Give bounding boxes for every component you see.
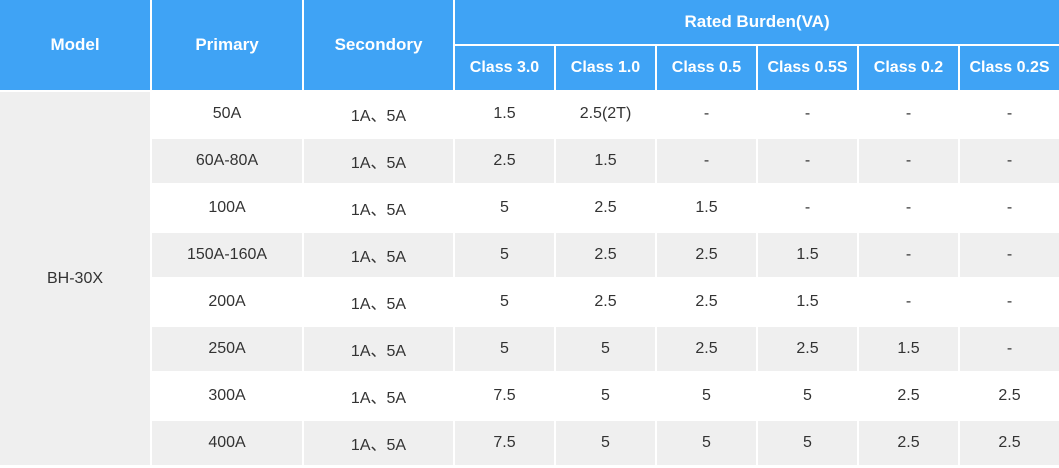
burden-cell: 5 xyxy=(757,372,859,421)
burden-cell: - xyxy=(959,184,1059,233)
burden-cell: 2.5 xyxy=(555,231,657,280)
table-row: 100A 1A、5A 5 2.5 1.5- - - xyxy=(0,184,1059,233)
burden-cell: - xyxy=(959,91,1059,139)
model-cell: BH-30X xyxy=(0,91,152,468)
burden-cell: - xyxy=(757,137,859,186)
header-class-1-0: Class 1.0 xyxy=(555,45,657,92)
burden-cell: 2.5 xyxy=(555,184,657,233)
burden-cell: 1.5 xyxy=(454,91,556,139)
table-row: BH-30X 50A 1A、5A 1.5 2.5(2T) - - - - xyxy=(0,91,1059,468)
burden-cell: 5 xyxy=(656,372,758,421)
burden-cell: - xyxy=(959,325,1059,374)
burden-cell: 5 xyxy=(454,184,556,233)
burden-cell: - xyxy=(858,184,960,233)
secondary-cell: 1A、5A xyxy=(303,419,455,468)
burden-cell: 5 xyxy=(555,419,657,468)
table-row: 300A 1A、5A 7.5 5 5 5 2.5 2.5 xyxy=(0,372,1059,421)
burden-cell: 2.5(2T) xyxy=(555,91,657,139)
header-primary: Primary xyxy=(151,0,304,92)
burden-cell: - xyxy=(959,278,1059,327)
primary-cell: 250A xyxy=(151,325,304,374)
table-row: 150A-160A 1A、5A 5 2.5 2.5 1.5- - xyxy=(0,231,1059,280)
burden-cell: 2.5 xyxy=(959,419,1059,468)
secondary-cell: 1A、5A xyxy=(303,325,455,374)
table-row: 400A 1A、5A 7.5 5 5 5 2.5 2.5 xyxy=(0,419,1059,468)
burden-cell: 5 xyxy=(454,325,556,374)
burden-cell: - xyxy=(959,231,1059,280)
table-header: Model Primary Secondory Rated Burden(VA)… xyxy=(0,0,1059,92)
header-model: Model xyxy=(0,0,152,92)
burden-cell: 2.5 xyxy=(959,372,1059,421)
burden-cell: 2.5 xyxy=(656,278,758,327)
burden-cell: 2.5 xyxy=(757,325,859,374)
table-row: 250A 1A、5A 5 5 2.5 2.5 1.5- xyxy=(0,325,1059,374)
burden-cell: 1.5 xyxy=(757,278,859,327)
secondary-cell: 1A、5A xyxy=(303,137,455,186)
table-body: BH-30X 50A 1A、5A 1.5 2.5(2T) - - - -60A-80A 1A、5A… xyxy=(0,91,1059,468)
burden-cell: 5 xyxy=(757,419,859,468)
burden-cell: - xyxy=(959,137,1059,186)
burden-cell: 1.5 xyxy=(757,231,859,280)
secondary-cell: 1A、5A xyxy=(303,278,455,327)
burden-cell: 5 xyxy=(656,419,758,468)
primary-cell: 200A xyxy=(151,278,304,327)
table-row: 60A-80A 1A、5A 2.5 1.5- - - - xyxy=(0,137,1059,186)
burden-cell: - xyxy=(858,278,960,327)
burden-cell: - xyxy=(858,91,960,139)
burden-cell: 2.5 xyxy=(454,137,556,186)
secondary-cell: 1A、5A xyxy=(303,372,455,421)
burden-cell: - xyxy=(858,137,960,186)
header-class-3-0: Class 3.0 xyxy=(454,45,556,92)
burden-cell: - xyxy=(858,231,960,280)
header-rated-burden: Rated Burden(VA) xyxy=(454,0,1059,46)
primary-cell: 150A-160A xyxy=(151,231,304,280)
burden-cell: - xyxy=(757,184,859,233)
burden-cell: 5 xyxy=(555,325,657,374)
primary-cell: 400A xyxy=(151,419,304,468)
burden-cell: 1.5 xyxy=(555,137,657,186)
primary-cell: 50A xyxy=(151,91,304,139)
header-class-0-5s: Class 0.5S xyxy=(757,45,859,92)
burden-cell: 7.5 xyxy=(454,372,556,421)
burden-cell: 5 xyxy=(454,278,556,327)
burden-cell: 2.5 xyxy=(555,278,657,327)
header-secondary: Secondory xyxy=(303,0,455,92)
primary-cell: 60A-80A xyxy=(151,137,304,186)
burden-cell: 2.5 xyxy=(858,372,960,421)
header-class-0-2s: Class 0.2S xyxy=(959,45,1059,92)
burden-cell: 1.5 xyxy=(656,184,758,233)
burden-cell: - xyxy=(656,91,758,139)
secondary-cell: 1A、5A xyxy=(303,91,455,139)
header-class-0-2: Class 0.2 xyxy=(858,45,960,92)
burden-cell: 2.5 xyxy=(656,231,758,280)
burden-cell: - xyxy=(757,91,859,139)
burden-cell: 5 xyxy=(555,372,657,421)
burden-cell: - xyxy=(656,137,758,186)
burden-cell: 2.5 xyxy=(858,419,960,468)
header-class-0-5: Class 0.5 xyxy=(656,45,758,92)
primary-cell: 100A xyxy=(151,184,304,233)
burden-cell: 2.5 xyxy=(656,325,758,374)
secondary-cell: 1A、5A xyxy=(303,231,455,280)
burden-cell: 7.5 xyxy=(454,419,556,468)
burden-cell: 1.5 xyxy=(858,325,960,374)
primary-cell: 300A xyxy=(151,372,304,421)
secondary-cell: 1A、5A xyxy=(303,184,455,233)
burden-cell: 5 xyxy=(454,231,556,280)
table-row: 200A 1A、5A 5 2.5 2.5 1.5- - xyxy=(0,278,1059,327)
